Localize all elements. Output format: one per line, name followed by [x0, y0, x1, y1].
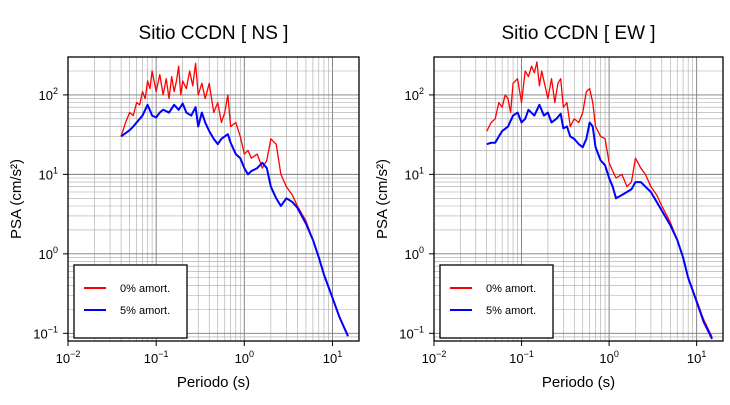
- y-tick-label: 101: [39, 165, 58, 182]
- x-tick-label: 100: [599, 349, 618, 366]
- chart-title: Sitio CCDN [ EW ]: [501, 23, 655, 44]
- legend-box: [73, 264, 188, 339]
- series-line-red: [120, 62, 349, 336]
- legend-label: 5% amort.: [486, 305, 536, 317]
- x-tick-label: 101: [323, 349, 342, 366]
- series-line-blue: [120, 102, 349, 337]
- x-tick-label: 10−2: [422, 349, 447, 366]
- legend-label: 0% amort.: [120, 283, 170, 295]
- legend: 0% amort. 5% amort.: [439, 264, 554, 339]
- plot-frame: [67, 56, 360, 342]
- series-group: [486, 61, 713, 340]
- y-tick-label: 102: [39, 86, 58, 103]
- y-tick-label: 101: [405, 165, 424, 182]
- y-tick-label: 10−1: [399, 324, 424, 341]
- series-line-red: [486, 61, 713, 338]
- x-tick-label: 10−2: [56, 349, 81, 366]
- y-axis-label: PSA (cm/s²): [8, 159, 25, 239]
- legend-label: 5% amort.: [120, 305, 170, 317]
- series-group: [120, 62, 349, 337]
- x-tick-label: 100: [235, 349, 254, 366]
- series-line-blue: [486, 103, 713, 340]
- x-axis-label: Periodo (s): [542, 374, 615, 391]
- y-axis-label: PSA (cm/s²): [374, 159, 391, 239]
- x-axis-label: Periodo (s): [177, 374, 250, 391]
- legend: 0% amort. 5% amort.: [73, 264, 188, 339]
- y-tick-label: 100: [39, 245, 58, 262]
- x-tick-label: 10−1: [509, 349, 534, 366]
- legend-label: 0% amort.: [486, 283, 536, 295]
- chart-1: 10−2 10−1 100 101 10−1 100 101 102 Sitio CCDN [ …: [8, 23, 360, 391]
- y-tick-label: 102: [405, 86, 424, 103]
- x-tick-label: 10−1: [144, 349, 169, 366]
- y-tick-label: 100: [405, 245, 424, 262]
- x-tick-label: 101: [687, 349, 706, 366]
- chart-title: Sitio CCDN [ NS ]: [139, 23, 289, 44]
- legend-box: [439, 264, 554, 339]
- chart-2: 10−2 10−1 100 101 10−1 100 101 102 Sitio CCDN [ …: [374, 23, 724, 391]
- plot-frame: [433, 56, 724, 342]
- y-tick-label: 10−1: [33, 324, 58, 341]
